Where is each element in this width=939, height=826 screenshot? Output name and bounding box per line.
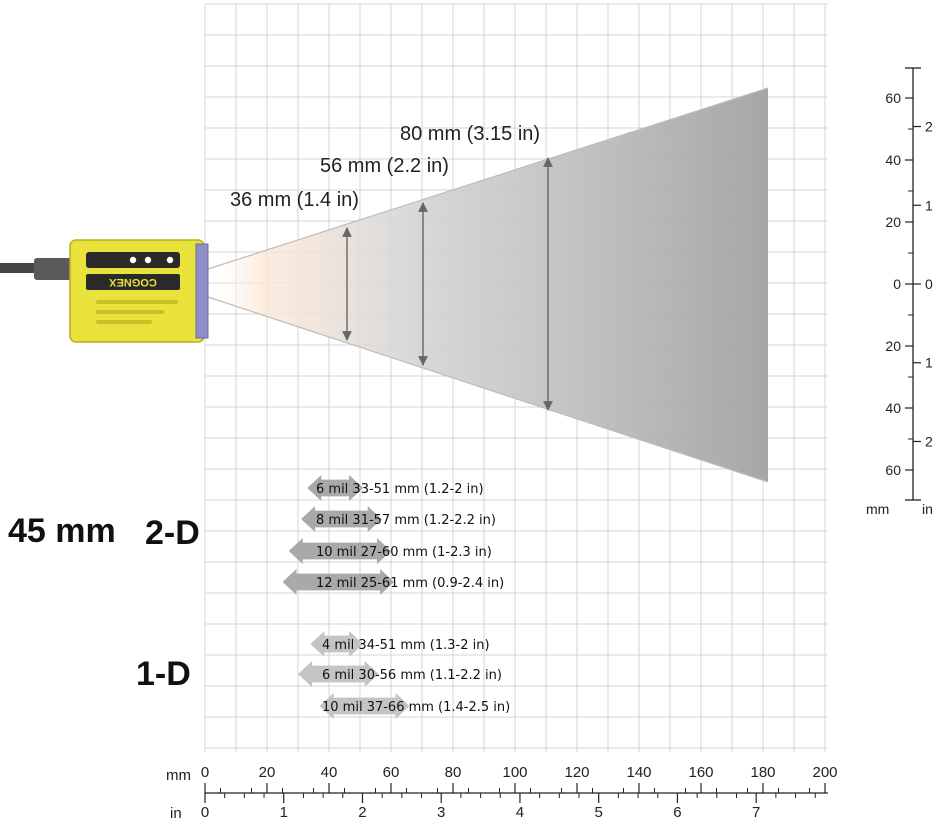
bottom-axis-in-tick-label: 1 [280, 804, 288, 821]
bottom-distance-axis: 0 20 40 60 80 100 120 140 160 180 200 0 1 2 3 4 5 6 7 [201, 764, 838, 821]
right-axis-mm-tick-label: 0 [893, 276, 901, 292]
camera-brand-logo: COGNEX [109, 276, 157, 288]
section-label-2d: 2-D [145, 514, 200, 552]
right-axis-in-tick-label: 1 [925, 197, 933, 213]
bottom-axis-mm-tick-label: 200 [812, 764, 837, 781]
bottom-axis-in-unit: in [170, 805, 182, 822]
bottom-axis-mm-tick-label: 120 [564, 764, 589, 781]
right-axis-mm-tick-label: 60 [885, 462, 901, 478]
fov-label-36mm: 36 mm (1.4 in) [230, 189, 359, 211]
status-led-2 [144, 256, 152, 264]
bottom-axis-in-tick-label: 2 [358, 804, 366, 821]
bottom-axis-mm-tick-label: 0 [201, 764, 209, 781]
cone-upper-edge [204, 87, 769, 271]
range-arrow-1d [310, 631, 364, 657]
bottom-axis-mm-tick-label: 60 [383, 764, 400, 781]
range-label-1d: 10 mil 37-66 mm (1.4-2.5 in) [322, 700, 510, 715]
bottom-axis-mm-unit: mm [166, 767, 191, 784]
symbology-range-arrows: 6 mil 33-51 mm (1.2-2 in) 8 mil 31-57 mm … [282, 475, 510, 719]
range-label-1d: 4 mil 34-51 mm (1.3-2 in) [322, 638, 490, 653]
bottom-axis-in-tick-label: 5 [595, 804, 603, 821]
bottom-axis-mm-tick-label: 20 [259, 764, 276, 781]
range-arrow-2d [288, 538, 391, 564]
camera-groove-3 [96, 320, 152, 324]
range-arrow-1d [319, 693, 410, 719]
bottom-axis-mm-tick-label: 80 [445, 764, 462, 781]
right-axis-mm-tick-label: 60 [885, 90, 901, 106]
bottom-axis-mm-tick-label: 100 [502, 764, 527, 781]
range-arrow-1d [298, 661, 379, 687]
bottom-axis-in-tick-label: 7 [752, 804, 760, 821]
right-axis-mm-tick-label: 40 [885, 400, 901, 416]
bottom-axis-in-tick-label: 3 [437, 804, 445, 821]
status-led-1 [129, 256, 137, 264]
fov-label-80mm: 80 mm (3.15 in) [400, 123, 540, 145]
camera-groove-1 [96, 300, 178, 304]
field-of-view-cone [205, 88, 768, 482]
right-axis-in-tick-label: 1 [925, 355, 933, 371]
right-axis-mm-tick-label: 20 [885, 214, 901, 230]
range-label-2d: 8 mil 31-57 mm (1.2-2.2 in) [316, 513, 496, 528]
range-arrow-2d [301, 506, 382, 532]
range-label-2d: 12 mil 25-61 mm (0.9-2.4 in) [316, 576, 504, 591]
camera-illustration: COGNEX [0, 239, 209, 343]
camera-groove-2 [96, 310, 164, 314]
right-axis-mm-tick-label: 20 [885, 338, 901, 354]
bottom-axis-in-tick-label: 4 [516, 804, 524, 821]
bottom-axis-mm-tick-label: 40 [321, 764, 338, 781]
right-axis-in-tick-label: 2 [925, 433, 933, 449]
camera-logo-plate [86, 274, 180, 290]
cone-lower-edge [204, 295, 769, 483]
right-axis-in-unit: in [922, 501, 933, 517]
status-led-3 [166, 256, 174, 264]
bottom-axis-in-tick-label: 0 [201, 804, 209, 821]
range-label-2d: 6 mil 33-51 mm (1.2-2 in) [316, 482, 484, 497]
reading-distance-label: 45 mm [8, 512, 116, 550]
range-label-2d: 10 mil 27-60 mm (1-2.3 in) [316, 545, 492, 560]
section-label-1d: 1-D [136, 655, 191, 693]
cable-connector [34, 258, 72, 280]
right-height-axis: 60 40 20 0 20 40 60 2 1 0 1 2 [885, 67, 933, 501]
fov-label-56mm: 56 mm (2.2 in) [320, 155, 449, 177]
right-axis-in-tick-label: 0 [925, 276, 933, 292]
bottom-axis-mm-tick-label: 160 [688, 764, 713, 781]
right-axis-mm-tick-label: 40 [885, 152, 901, 168]
right-axis-in-tick-label: 2 [925, 119, 933, 135]
bottom-axis-in-tick-label: 6 [673, 804, 681, 821]
range-arrow-2d [307, 475, 364, 501]
bottom-axis-mm-tick-label: 140 [626, 764, 651, 781]
bottom-axis-mm-tick-label: 180 [750, 764, 775, 781]
right-axis-mm-unit: mm [866, 501, 889, 517]
camera-lens-window [195, 243, 209, 339]
range-arrow-2d [282, 569, 395, 595]
range-label-1d: 6 mil 30-56 mm (1.1-2.2 in) [322, 668, 502, 683]
